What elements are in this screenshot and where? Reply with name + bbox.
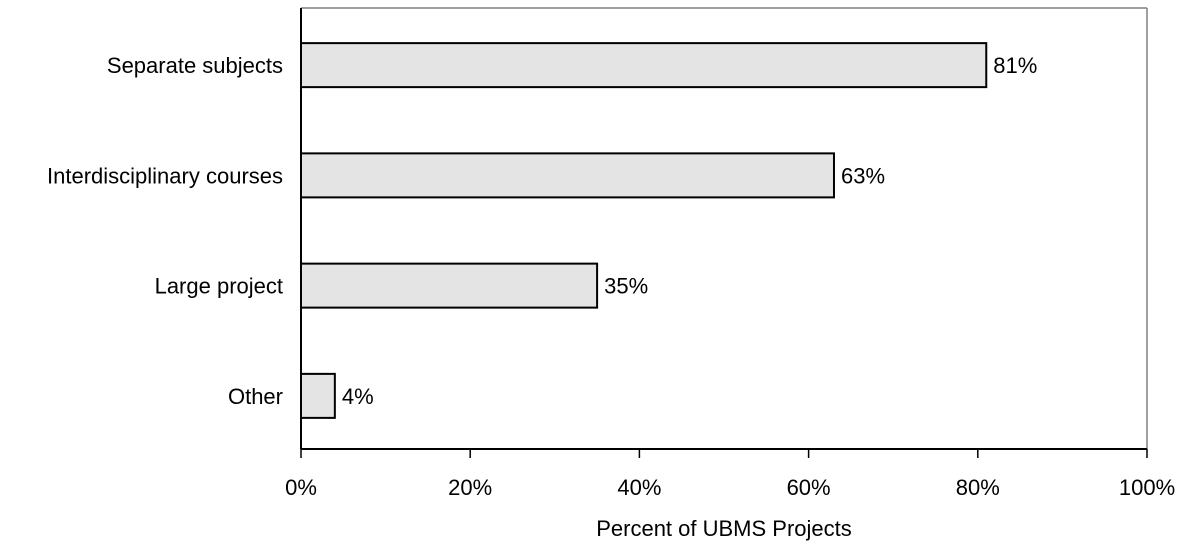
x-axis-title: Percent of UBMS Projects <box>596 516 852 541</box>
bars-group <box>300 42 988 419</box>
value-label: 35% <box>604 274 648 299</box>
bar <box>300 262 599 309</box>
value-label: 4% <box>342 384 374 409</box>
x-tick-label: 100% <box>1119 475 1175 500</box>
category-label: Other <box>228 384 283 409</box>
x-axis-ticks: 0% 20% 40% 60% 80% 100% <box>285 449 1175 500</box>
x-tick-label: 80% <box>956 475 1000 500</box>
x-tick-label: 0% <box>285 475 317 500</box>
x-tick-label: 40% <box>617 475 661 500</box>
value-label: 81% <box>993 53 1037 78</box>
bar <box>300 152 835 199</box>
category-label: Large project <box>155 274 283 299</box>
value-labels: 81% 63% 35% 4% <box>342 53 1037 409</box>
value-label: 63% <box>841 163 885 188</box>
bar <box>300 372 336 419</box>
bar <box>300 42 988 89</box>
category-label: Separate subjects <box>107 53 283 78</box>
category-labels: Separate subjects Interdisciplinary cours… <box>47 53 283 409</box>
x-tick-label: 60% <box>787 475 831 500</box>
x-tick-label: 20% <box>448 475 492 500</box>
category-label: Interdisciplinary courses <box>47 163 283 188</box>
